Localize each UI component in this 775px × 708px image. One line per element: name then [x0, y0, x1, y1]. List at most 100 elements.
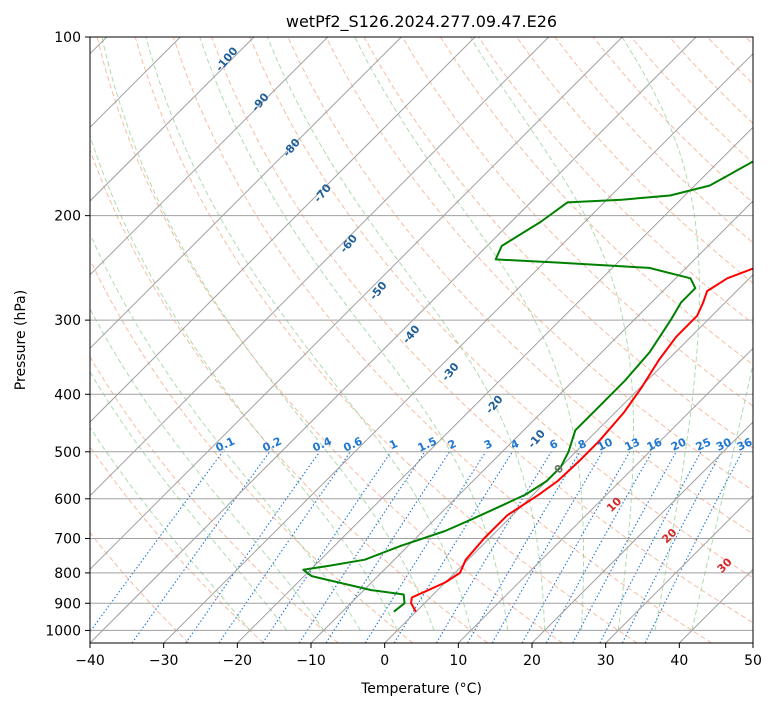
x-tick-label: 30: [597, 653, 615, 669]
line-labels: 0.1 0.2 0.4 0.6 1 1.5 2 3 4 6 8 10 13 16 20 25 30 36-100-…: [213, 44, 775, 605]
y-tick-label: 500: [54, 445, 81, 461]
moist-adiabat-label: 40: [770, 585, 775, 605]
dry-adiabat-line: [363, 37, 753, 449]
isotherm-line: [90, 37, 329, 276]
mixing-ratio-label: 13: [623, 435, 642, 453]
mixing-ratio-line: [521, 451, 631, 643]
x-tick-label: 40: [670, 653, 688, 669]
mixing-ratio-label: 25: [694, 435, 713, 453]
dry-adiabat-label: -60: [337, 232, 360, 256]
dry-adiabat-line: [90, 258, 414, 643]
x-tick-label: 20: [523, 653, 541, 669]
isotherm-line: [605, 494, 753, 643]
x-tick-label: −30: [149, 653, 179, 669]
x-tick-label: −10: [296, 653, 326, 669]
x-tick-label: 50: [744, 653, 762, 669]
temperature-profile-line: [410, 267, 753, 613]
mixing-ratio-line: [90, 451, 224, 633]
dry-adiabat-line: [325, 37, 753, 492]
y-tick-label: 800: [54, 566, 81, 582]
isotherm-line: [163, 52, 753, 643]
dry-adiabat-line: [516, 37, 753, 284]
x-tick-label: 10: [449, 653, 467, 669]
moist-adiabat-line: [90, 232, 361, 631]
moist-adiabat-line: [90, 426, 251, 631]
plot-frame: [89, 36, 754, 644]
mixing-ratio-line: [621, 451, 722, 643]
moist-adiabat-label: 10: [604, 494, 624, 514]
dry-adiabat-label: -100: [213, 44, 241, 74]
mixing-ratio-line: [545, 451, 653, 643]
dry-adiabat-line: [745, 37, 753, 46]
x-axis-ticks: −40 −30 −20 −10 0 10 20 30 40 50: [75, 643, 762, 669]
mixing-ratio-line: [435, 451, 552, 643]
isotherm-line: [531, 421, 753, 643]
mixing-ratio-line: [599, 451, 702, 643]
dry-adiabat-line: [134, 37, 638, 643]
dry-adiabat-line: [90, 445, 264, 643]
y-tick-label: 900: [54, 596, 81, 612]
dry-adiabat-label: -30: [439, 360, 462, 384]
isotherm-line: [90, 37, 550, 497]
mixing-ratio-line: [467, 451, 581, 643]
dry-adiabat-label: -10: [525, 427, 548, 451]
mixing-ratio-line: [325, 451, 451, 643]
moist-adiabat-line: [90, 134, 398, 631]
y-tick-label: 600: [54, 492, 81, 508]
mixing-ratio-line: [364, 451, 487, 643]
mixing-ratio-line: [393, 451, 513, 643]
profile-series: [302, 160, 753, 613]
y-tick-label: 400: [54, 387, 81, 403]
mixing-ratio-line: [644, 451, 743, 643]
y-tick-label: 700: [54, 532, 81, 548]
y-tick-label: 300: [54, 313, 81, 329]
dry-adiabat-line: [90, 148, 488, 643]
isotherm-line: [90, 37, 697, 643]
dry-adiabat-label: -50: [367, 279, 390, 303]
moist-adiabat-line: [469, 37, 635, 631]
dry-adiabat-line: [249, 37, 753, 579]
dry-adiabat-line: [172, 37, 712, 643]
dry-adiabat-line: [96, 37, 563, 643]
mixing-ratio-label: 1: [387, 437, 399, 452]
dry-adiabat-label: -70: [311, 181, 334, 205]
mixing-ratio-label: 2: [446, 437, 458, 452]
isotherm-line: [90, 37, 402, 350]
y-axis-ticks: 100 200 300 400 500 600 700 800 900 1000: [45, 30, 90, 639]
x-tick-label: 0: [380, 653, 389, 669]
isotherm-line: [90, 37, 476, 423]
y-tick-label: 100: [54, 30, 81, 46]
mixing-ratio-label: 4: [509, 437, 522, 452]
moist-adiabat-line: [90, 307, 325, 631]
dry-adiabat-line: [707, 37, 753, 85]
moist-adiabat-line: [145, 37, 472, 631]
moist-adiabat-line: [354, 37, 584, 631]
mixing-ratio-label: 3: [482, 437, 494, 452]
moist-adiabat-line: [621, 37, 700, 631]
background-lines: [90, 37, 753, 643]
moist-adiabat-line: [199, 37, 509, 631]
isotherm-line: [236, 126, 753, 643]
mixing-ratio-label: 30: [714, 435, 734, 453]
dry-adiabat-line: [401, 37, 753, 407]
dry-adiabat-line: [592, 37, 753, 204]
moist-adiabat-line: [266, 37, 546, 631]
dry-adiabat-line: [439, 37, 753, 366]
mixing-ratio-label: 36: [735, 435, 755, 453]
isotherm-line: [384, 273, 753, 643]
isotherm-line: [752, 642, 753, 643]
mixing-ratio-line: [218, 451, 351, 643]
isotherm-line: [90, 37, 623, 571]
y-tick-label: 200: [54, 209, 81, 225]
isotherm-line: [457, 347, 753, 643]
dry-adiabat-line: [669, 37, 753, 125]
mixing-ratio-line: [131, 451, 271, 643]
isotherm-line: [90, 37, 255, 202]
mixing-ratio-label: 10: [595, 435, 615, 453]
x-axis-label: Temperature (°C): [360, 681, 482, 697]
moist-adiabat-line: [101, 37, 435, 631]
x-tick-label: −40: [75, 653, 105, 669]
dry-adiabat-label: -90: [249, 90, 272, 114]
dry-adiabat-line: [211, 37, 753, 624]
